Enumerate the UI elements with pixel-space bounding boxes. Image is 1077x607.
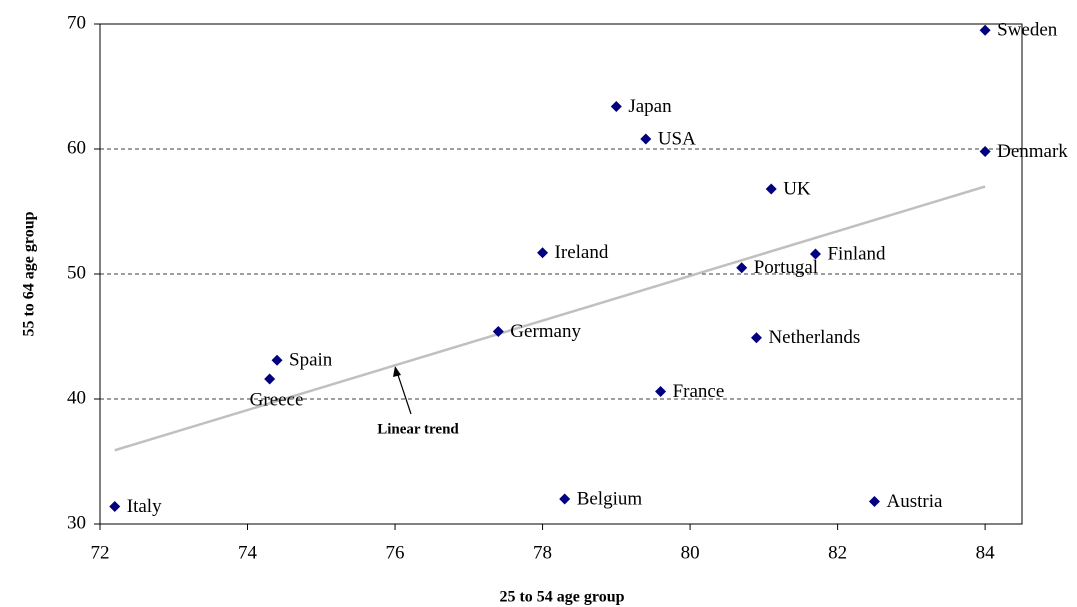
point bbox=[492, 326, 504, 337]
point-label: Germany bbox=[510, 321, 581, 342]
x-tick-label: 82 bbox=[828, 542, 847, 563]
point bbox=[264, 373, 276, 385]
annotation-arrowhead bbox=[393, 366, 401, 377]
x-tick-label: 78 bbox=[533, 542, 552, 563]
point-label: Ireland bbox=[555, 242, 609, 263]
point-label: Netherlands bbox=[768, 327, 860, 348]
point-label: Greece bbox=[250, 389, 304, 410]
point bbox=[979, 24, 991, 36]
point-label: Sweden bbox=[997, 20, 1058, 41]
point-label: USA bbox=[658, 128, 696, 149]
point bbox=[765, 183, 777, 195]
y-tick-label: 50 bbox=[67, 262, 86, 283]
y-tick-label: 40 bbox=[67, 387, 86, 408]
point-label: Austria bbox=[886, 491, 943, 512]
x-tick-label: 80 bbox=[681, 542, 700, 563]
y-tick-label: 70 bbox=[67, 12, 86, 33]
point bbox=[640, 133, 652, 145]
point bbox=[559, 493, 571, 505]
point bbox=[271, 354, 283, 366]
x-tick-label: 74 bbox=[238, 542, 258, 563]
point bbox=[736, 262, 748, 274]
point-label: Denmark bbox=[997, 141, 1068, 162]
x-tick-label: 76 bbox=[386, 542, 405, 563]
point-label: Belgium bbox=[577, 488, 643, 509]
point bbox=[610, 101, 622, 112]
y-tick-label: 60 bbox=[67, 137, 86, 158]
point-label: Japan bbox=[628, 96, 672, 117]
x-tick-label: 84 bbox=[976, 542, 996, 563]
y-axis-title: 55 to 64 age group bbox=[21, 211, 38, 336]
x-axis-title: 25 to 54 age group bbox=[499, 589, 624, 606]
trend-line bbox=[114, 185, 986, 452]
point-label: France bbox=[673, 381, 725, 402]
point-label: Spain bbox=[289, 350, 333, 371]
point bbox=[750, 332, 762, 344]
y-tick-label: 30 bbox=[67, 512, 86, 533]
annotation-arrow bbox=[396, 371, 412, 415]
point bbox=[655, 386, 667, 397]
x-tick-label: 72 bbox=[91, 542, 110, 563]
point bbox=[979, 146, 991, 157]
point bbox=[109, 501, 121, 512]
point bbox=[537, 247, 549, 259]
annotation: Linear trend bbox=[377, 421, 459, 437]
point bbox=[809, 248, 821, 260]
point-label: Portugal bbox=[754, 257, 818, 278]
point bbox=[868, 496, 880, 507]
point-label: UK bbox=[783, 178, 811, 199]
point-label: Italy bbox=[127, 496, 162, 517]
plot-frame bbox=[99, 23, 1023, 525]
point-label: Finland bbox=[827, 243, 886, 264]
